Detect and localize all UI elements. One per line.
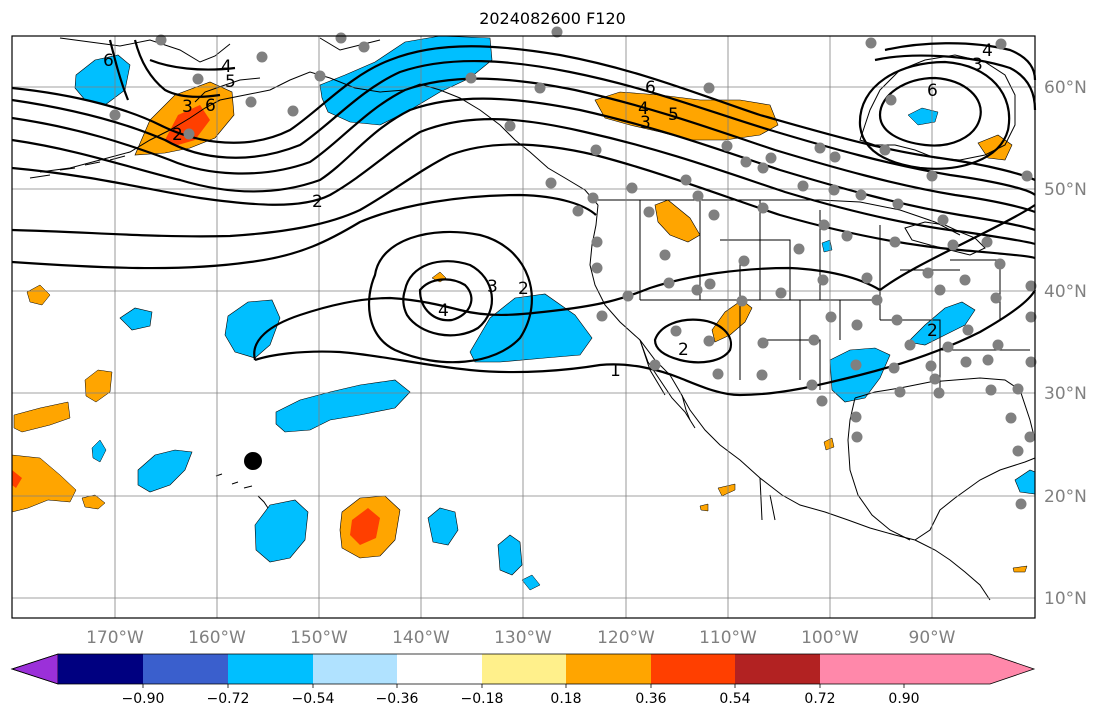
colorbar-extend-high (904, 654, 1034, 684)
colorbar-segment (735, 654, 821, 684)
lat-label: 30°N (1044, 384, 1087, 404)
contour-label: 2 (518, 279, 529, 299)
colorbar-ticks (142, 684, 905, 688)
contour-label: 6 (645, 78, 656, 98)
colorbar-tick-label: −0.72 (207, 691, 250, 707)
marker-point (244, 452, 262, 470)
contour-label: 3 (487, 277, 498, 297)
map-frame (11, 35, 1036, 619)
colorbar-segment (143, 654, 229, 684)
contour-label: 1 (610, 361, 621, 381)
colorbar-extend-low (10, 653, 59, 685)
contour-label: 2 (927, 321, 938, 341)
colorbar-tick-label: 0.36 (635, 691, 666, 707)
lon-label: 160°W (188, 628, 246, 648)
colorbar-segment (482, 654, 568, 684)
contour-label: 2 (312, 192, 323, 212)
colorbar-segment (566, 654, 652, 684)
colorbar-tick-label: −0.54 (292, 691, 335, 707)
map-title: 2024082600 F120 (479, 9, 626, 28)
lon-label: 140°W (392, 628, 450, 648)
contour-label: 2 (172, 125, 183, 145)
colorbar-tick-label: 0.18 (550, 691, 581, 707)
contour-label: 4 (638, 99, 649, 119)
contour-labels: 6 4 5 6 3 4 5 6 2 3 4 2 1 2 3 4 2 6 3 2 (103, 41, 993, 381)
contour-label: 4 (221, 57, 232, 77)
colorbar-segment (228, 654, 314, 684)
contour-label: 6 (103, 51, 114, 71)
gridlines (12, 36, 1035, 618)
contour-label: 5 (225, 72, 236, 92)
colorbar-tick-label: 0.54 (719, 691, 750, 707)
lon-label: 110°W (699, 628, 757, 648)
lon-label: 120°W (597, 628, 655, 648)
lat-label: 40°N (1044, 282, 1087, 302)
contour-label: 6 (205, 96, 216, 116)
colorbar-segment (820, 654, 905, 684)
lat-label: 50°N (1044, 180, 1087, 200)
contour-label: 5 (668, 105, 679, 125)
colorbar-tick-label: −0.90 (122, 691, 165, 707)
latitude-labels: 60°N 50°N 40°N 30°N 20°N 10°N (1044, 78, 1087, 609)
map-panel: 6 4 5 6 3 4 5 6 2 3 4 2 1 2 3 4 2 6 3 2 (11, 26, 1037, 619)
longitude-labels: 170°W 160°W 150°W 140°W 130°W 120°W 110°… (86, 628, 956, 648)
colorbar-tick-label: −0.36 (376, 691, 419, 707)
colorbar-tick-label: 0.72 (804, 691, 835, 707)
contour-label: 2 (678, 340, 689, 360)
colorbar-tick-label: −0.18 (461, 691, 504, 707)
station-dots (109, 26, 1037, 510)
colorbar: −0.90 −0.72 −0.54 −0.36 −0.18 0.18 0.36 … (10, 653, 1036, 707)
contour-label: 6 (927, 81, 938, 101)
lat-label: 60°N (1044, 78, 1087, 98)
lon-label: 130°W (494, 628, 552, 648)
lon-label: 100°W (801, 628, 859, 648)
lon-label: 90°W (909, 628, 956, 648)
lat-label: 20°N (1044, 487, 1087, 507)
contour-label: 4 (982, 41, 993, 61)
contour-label: 3 (972, 55, 983, 75)
colorbar-tick-label: 0.90 (888, 691, 919, 707)
negative-shading (74, 35, 1036, 591)
contour-label: 3 (640, 113, 651, 133)
contour-label: 3 (182, 97, 193, 117)
contour-label: 4 (438, 301, 449, 321)
colorbar-segment (651, 654, 737, 684)
colorbar-segment (58, 654, 144, 684)
lat-label: 10°N (1044, 589, 1087, 609)
lon-label: 170°W (86, 628, 144, 648)
lon-label: 150°W (290, 628, 348, 648)
colorbar-segment (313, 654, 399, 684)
colorbar-segment (397, 654, 483, 684)
